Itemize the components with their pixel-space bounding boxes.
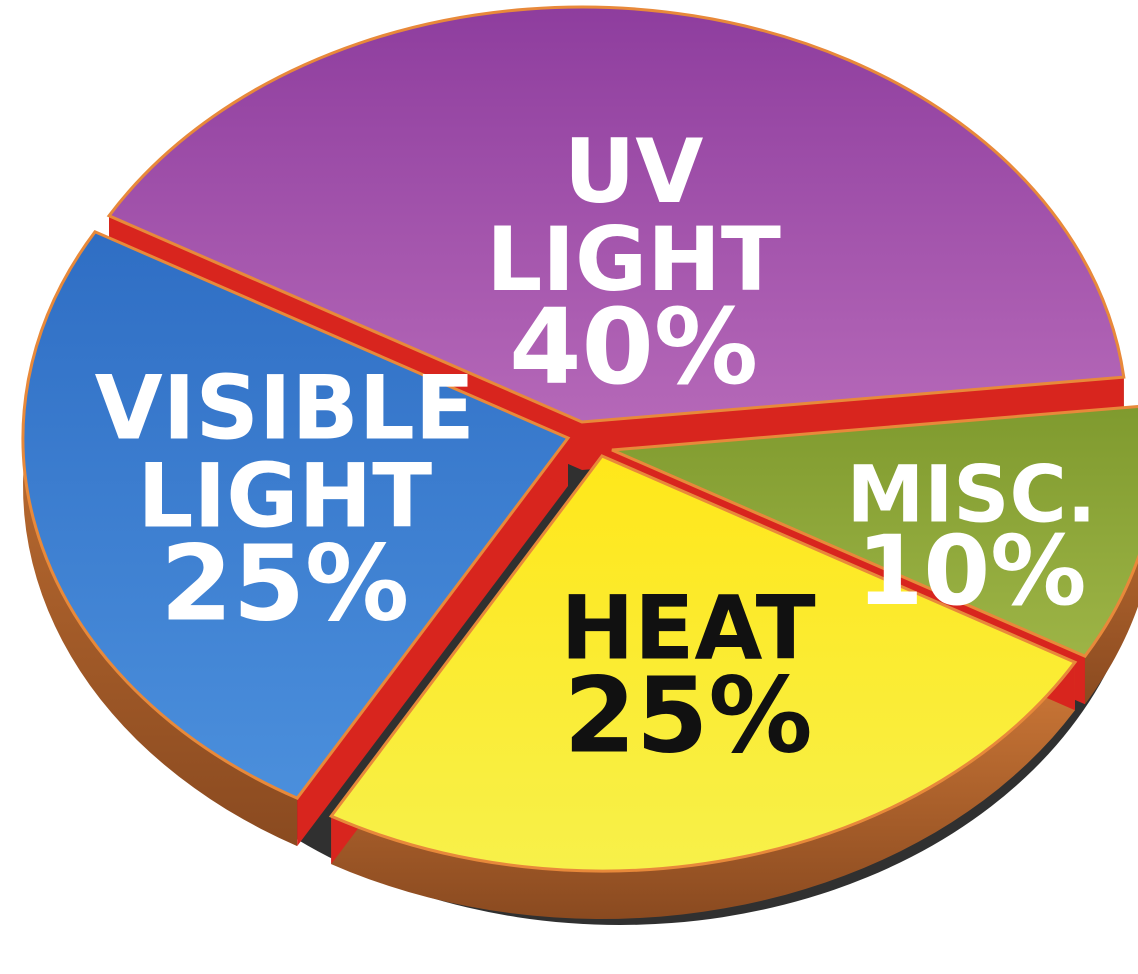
slice-label-line: MISC. <box>847 450 1097 540</box>
slice-value-0: 40% <box>509 286 758 408</box>
slice-side-2 <box>331 662 1075 919</box>
slice-value-3: 25% <box>160 523 409 645</box>
slice-side-1 <box>1084 558 1138 705</box>
slice-uv-light <box>106 5 1126 424</box>
slice-label-3: VISIBLE LIGHT <box>95 356 475 547</box>
slice-cut-3-0 <box>297 438 568 847</box>
slice-side-3 <box>23 231 298 847</box>
slice-label-1: MISC. <box>847 450 1097 540</box>
slice-value-2: 25% <box>564 654 813 776</box>
slice-label-line: LIGHT <box>486 208 781 311</box>
slice-label-2: HEAT <box>561 576 816 679</box>
slice-label-line: LIGHT <box>137 444 432 547</box>
slice-label-0: UV LIGHT <box>486 120 781 311</box>
slice-misc- <box>611 404 1138 659</box>
slice-visible-light <box>21 229 571 800</box>
slice-heat <box>328 454 1078 873</box>
slice-label-line: VISIBLE <box>95 356 475 459</box>
slice-label-line: UV <box>564 120 704 223</box>
slice-value-1: 10% <box>857 515 1087 627</box>
pie-tops <box>21 5 1138 873</box>
slice-label-line: HEAT <box>561 576 816 679</box>
